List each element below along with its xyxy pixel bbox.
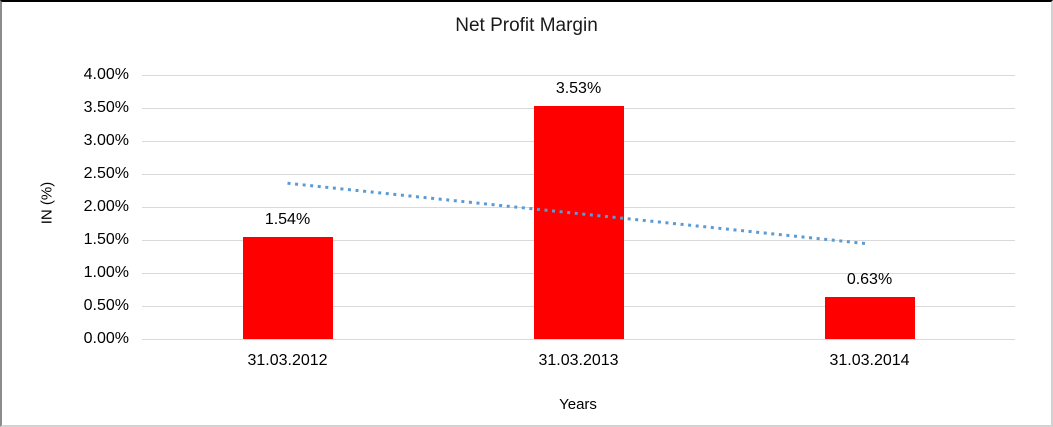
y-tick-label: 1.00% (83, 264, 129, 281)
y-tick-label: 1.50% (83, 231, 129, 248)
x-tick-label: 31.03.2013 (538, 352, 619, 369)
plot-area: 1.54% 3.53% 0.63% (142, 74, 1015, 340)
y-tick-label: 3.50% (83, 99, 129, 116)
trendline-line (287, 181, 870, 246)
chart-title: Net Profit Margin (455, 15, 598, 36)
bar (242, 237, 333, 339)
y-tick-label: 0.00% (83, 330, 129, 347)
y-tick-label: 0.50% (83, 297, 129, 314)
bar-data-label: 0.63% (846, 271, 893, 289)
y-tick-label: 3.00% (83, 132, 129, 149)
bar-data-label: 1.54% (264, 211, 311, 229)
y-tick-label: 2.50% (83, 165, 129, 182)
gridline (142, 74, 1015, 76)
trendline (287, 181, 870, 246)
y-tick-label: 2.00% (83, 198, 129, 215)
x-tick-label: 31.03.2012 (247, 352, 328, 369)
gridline (142, 338, 1015, 340)
y-tick-label: 4.00% (83, 66, 129, 83)
bar-data-label: 3.53% (555, 80, 602, 98)
x-tick-label: 31.03.2014 (829, 352, 910, 369)
bar (824, 297, 915, 339)
x-axis-title: Years (559, 396, 597, 413)
bar (533, 106, 624, 339)
